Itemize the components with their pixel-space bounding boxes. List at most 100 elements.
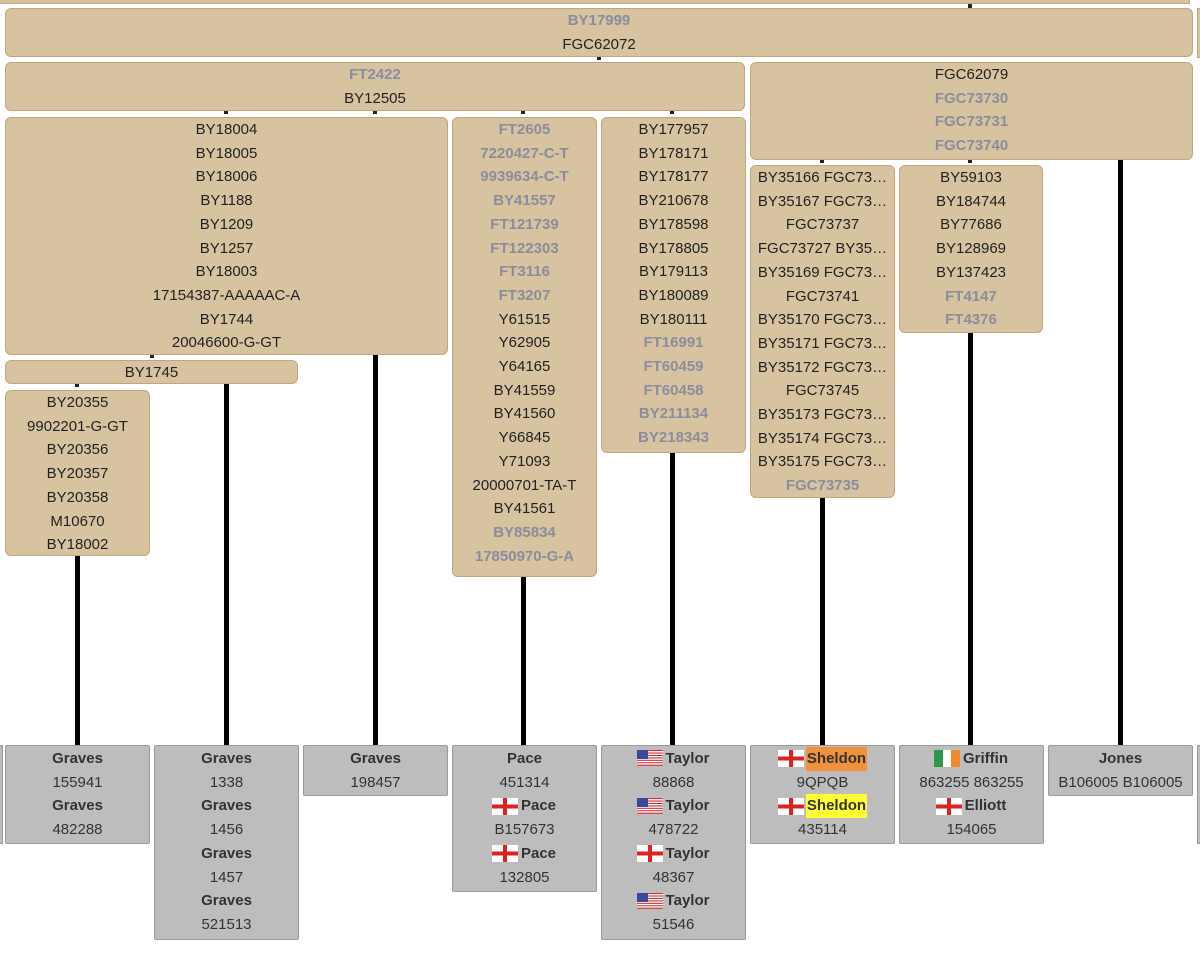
- snp-label: BY41561: [493, 500, 556, 518]
- snp-label: BY178598: [638, 215, 709, 233]
- surname: Pace: [520, 797, 557, 815]
- kit-group: Sheldon 9QPQB Sheldon 435114: [750, 745, 895, 844]
- kit-owner: Graves: [155, 794, 298, 818]
- kit-id: 1338: [209, 773, 244, 791]
- snp-label: BY1745: [124, 364, 179, 381]
- snp-label: BY20358: [46, 488, 109, 506]
- snp-label: BY180089: [638, 286, 709, 304]
- snp-label: FT121739: [490, 215, 559, 233]
- snp-label: Y64165: [498, 358, 551, 376]
- snp-label: 20000701-TA-T: [472, 476, 577, 494]
- snp-label: BY211134: [638, 405, 709, 423]
- snp-label: BY218343: [638, 429, 709, 447]
- kit-owner: Sheldon: [751, 794, 894, 819]
- snp-label: BY77686: [940, 216, 1002, 234]
- kit-group: Jones B106005 B106005: [1048, 745, 1193, 796]
- surname: Taylor: [665, 750, 710, 767]
- connector: [75, 383, 79, 387]
- surname: Griffin: [963, 750, 1008, 767]
- snp-label: BY18006: [195, 168, 258, 186]
- snp-label: FT60458: [643, 381, 704, 399]
- snp-label: BY18005: [195, 144, 258, 162]
- kit-id: 435114: [798, 821, 847, 839]
- kit-owner: Taylor: [602, 794, 745, 818]
- surname: Graves: [201, 892, 252, 910]
- flag-england: [491, 797, 518, 815]
- kit-id: 48367: [652, 868, 695, 886]
- connector: [150, 354, 154, 358]
- surname: Pace: [506, 750, 543, 767]
- snp-label: FGC62072: [562, 35, 636, 53]
- snp-label: FGC73737: [785, 216, 860, 234]
- snp-label: FT16991: [643, 334, 704, 352]
- kit-id: 1457: [209, 868, 244, 886]
- snp-label: BY59103: [940, 169, 1002, 186]
- kit-id: 154065: [946, 821, 997, 839]
- snp-label: BY1209: [199, 215, 254, 233]
- surname: Graves: [52, 750, 103, 767]
- kit-id: 478722: [648, 821, 699, 839]
- snp-label: FT3116: [499, 263, 550, 281]
- snp-label: BY35174 FGC73…: [757, 429, 888, 447]
- snp-label: Y71093: [498, 452, 551, 470]
- snp-node: BY1745: [5, 360, 298, 384]
- snp-label: BY35167 FGC73…: [757, 192, 888, 210]
- kit-owner: Jones: [1049, 747, 1192, 771]
- snp-node: BY18004 BY18005 BY18006 BY1188 BY1209 BY1257 B…: [5, 117, 448, 355]
- snp-label: BY178171: [638, 144, 709, 162]
- snp-label: BY35166 FGC73…: [757, 169, 888, 186]
- surname: Graves: [201, 844, 252, 862]
- kit-id: 132805: [499, 868, 550, 886]
- kit-owner: Graves: [155, 747, 298, 771]
- kit-owner: Griffin: [900, 747, 1043, 771]
- edge-box: [0, 0, 1190, 4]
- snp-label: FT4147: [945, 287, 997, 305]
- tree-stem: [372, 355, 378, 745]
- tree-stem: [967, 333, 973, 745]
- connector: [597, 56, 601, 60]
- snp-label: FGC73730: [934, 89, 1009, 107]
- snp-label: BY18004: [195, 121, 258, 138]
- snp-label: BY12505: [344, 89, 406, 107]
- flag-england: [777, 750, 804, 768]
- snp-label: FT2605: [498, 121, 551, 138]
- snp-label: BY20356: [46, 441, 109, 459]
- snp-node: BY20355 9902201-G-GT BY20356 BY20357 BY20358…: [5, 390, 150, 556]
- snp-label: FGC73745: [785, 382, 860, 400]
- snp-label: BY18003: [195, 263, 258, 281]
- surname: Jones: [1098, 750, 1143, 767]
- flag-england: [935, 797, 962, 815]
- surname: Taylor: [665, 892, 710, 910]
- snp-label: BY180111: [639, 310, 708, 328]
- tree-stem: [819, 498, 825, 745]
- surname: Graves: [201, 750, 252, 767]
- kit-id: B157673: [494, 821, 555, 839]
- kit-id: 863255 863255: [919, 773, 1024, 791]
- snp-node: FT2422 BY12505: [5, 62, 745, 111]
- snp-label: M10670: [50, 512, 105, 530]
- tree-stem: [1117, 160, 1123, 745]
- edge-box: [1197, 745, 1200, 844]
- kit-group: Graves 1338 Graves 1456 Graves 1457 Graves 5215…: [154, 745, 299, 940]
- snp-label: BY17999: [567, 12, 631, 29]
- snp-label: BY35175 FGC73…: [757, 453, 888, 471]
- snp-label: BY184744: [935, 192, 1007, 210]
- kit-id: 198457: [350, 773, 401, 791]
- tree-stem: [74, 556, 80, 745]
- edge-box: [0, 745, 3, 844]
- snp-label: BY41560: [493, 405, 556, 423]
- snp-label: BY35169 FGC73…: [757, 263, 888, 281]
- snp-label: BY177957: [638, 121, 709, 138]
- connector: [968, 4, 972, 8]
- snp-label: BY1744: [199, 310, 254, 328]
- kit-owner: Taylor: [602, 747, 745, 771]
- snp-label: BY35172 FGC73…: [757, 358, 888, 376]
- kit-group: Pace 451314 Pace B157673 Pace 132805: [452, 745, 597, 892]
- snp-label: FT60459: [643, 358, 704, 376]
- flag-england: [636, 845, 663, 863]
- snp-label: BY1188: [200, 192, 253, 210]
- snp-label: BY41559: [493, 381, 556, 399]
- snp-label: BY178177: [638, 168, 709, 186]
- snp-label: 20046600-G-GT: [171, 334, 282, 352]
- snp-node: BY59103 BY184744 BY77686 BY128969 BY137423 FT…: [899, 165, 1043, 333]
